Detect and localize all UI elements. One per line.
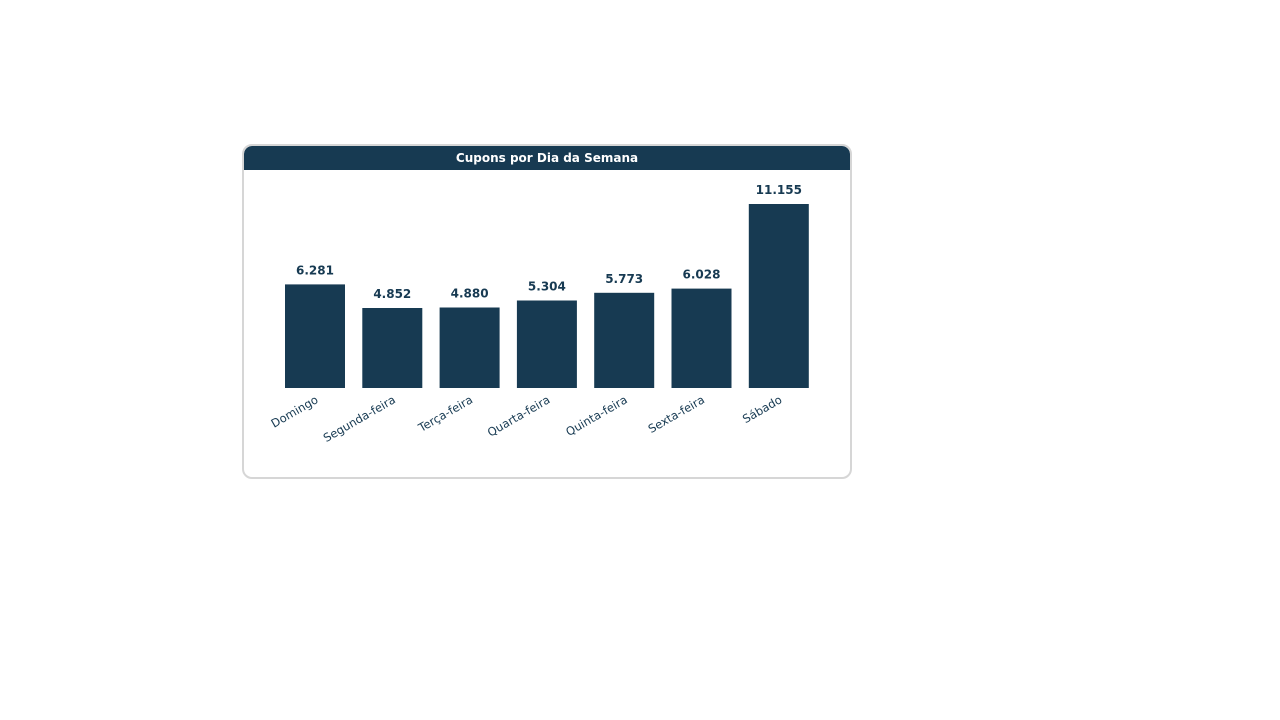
category-label: Sexta-feira	[646, 392, 707, 436]
category-label: Quarta-feira	[485, 392, 553, 439]
value-label: 4.852	[373, 287, 411, 301]
bar-terça-feira[interactable]	[439, 307, 500, 389]
bar-quinta-feira[interactable]	[594, 292, 655, 388]
value-label: 6.281	[296, 263, 334, 277]
bar-chart: 6.281 Domingo 4.852 Segunda-feira 4.880 Terça…	[269, 183, 809, 445]
chart-card: 6.281 Domingo 4.852 Segunda-feira 4.880 Terça…	[242, 144, 852, 479]
category-label: Domingo	[269, 392, 321, 430]
bar-sexta-feira[interactable]	[671, 288, 732, 388]
chart-title: Cupons por Dia da Semana	[244, 146, 850, 170]
bar-segunda-feira[interactable]	[362, 308, 423, 388]
category-label: Terça-feira	[415, 392, 475, 435]
bar-sábado[interactable]	[748, 204, 809, 388]
value-label: 4.880	[451, 287, 489, 301]
value-label: 5.773	[605, 272, 643, 286]
bar-quarta-feira[interactable]	[516, 300, 577, 389]
value-label: 11.155	[756, 183, 802, 197]
value-label: 5.304	[528, 280, 566, 294]
bar-domingo[interactable]	[285, 284, 345, 388]
value-label: 6.028	[683, 268, 721, 282]
category-label: Sábado	[740, 392, 784, 426]
category-label: Quinta-feira	[563, 392, 629, 438]
category-label: Segunda-feira	[321, 392, 398, 445]
